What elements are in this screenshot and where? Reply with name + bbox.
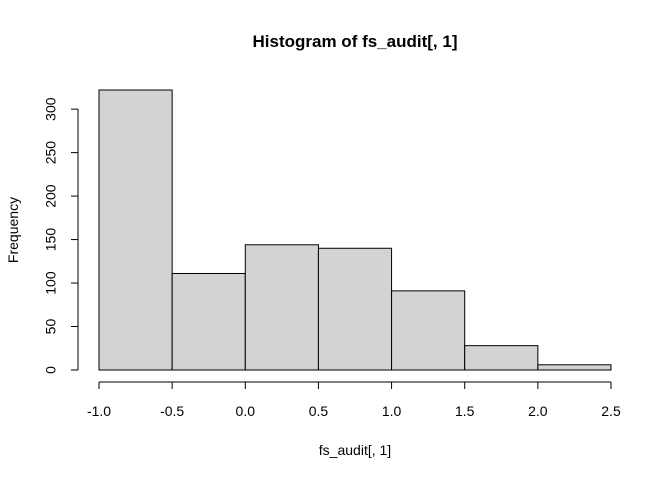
histogram-bar — [317, 247, 393, 371]
histogram-bar — [537, 364, 612, 371]
y-tick-label: 300 — [43, 97, 59, 121]
histogram-bar — [391, 290, 466, 371]
y-tick-label: 200 — [43, 184, 59, 208]
histogram-bar — [171, 272, 246, 371]
x-tick-label: 0.5 — [309, 403, 329, 419]
histogram-bar — [464, 345, 539, 371]
bars-group — [98, 89, 612, 371]
x-tick-label: -1.0 — [87, 403, 111, 419]
x-axis-label: fs_audit[, 1] — [319, 442, 391, 458]
histogram-bar — [244, 244, 319, 371]
x-axis: -1.0 -0.5 0.0 0.5 1.0 1.5 2.0 2.5 — [87, 381, 621, 419]
x-tick-label: 2.0 — [528, 403, 548, 419]
y-tick-label: 150 — [43, 228, 59, 252]
chart-title: Histogram of fs_audit[, 1] — [253, 32, 458, 51]
x-tick-label: -0.5 — [160, 403, 184, 419]
y-tick-label: 50 — [43, 319, 59, 335]
y-tick-label: 0 — [43, 366, 59, 374]
x-tick-label: 1.5 — [455, 403, 475, 419]
y-tick-label: 250 — [43, 141, 59, 165]
y-axis-label: Frequency — [5, 197, 21, 263]
x-tick-label: 0.0 — [236, 403, 256, 419]
x-tick-label: 2.5 — [601, 403, 621, 419]
y-axis: 0 50 100 150 200 250 300 — [43, 97, 79, 374]
histogram-bar — [98, 89, 173, 371]
y-tick-label: 100 — [43, 271, 59, 295]
x-tick-label: 1.0 — [382, 403, 402, 419]
